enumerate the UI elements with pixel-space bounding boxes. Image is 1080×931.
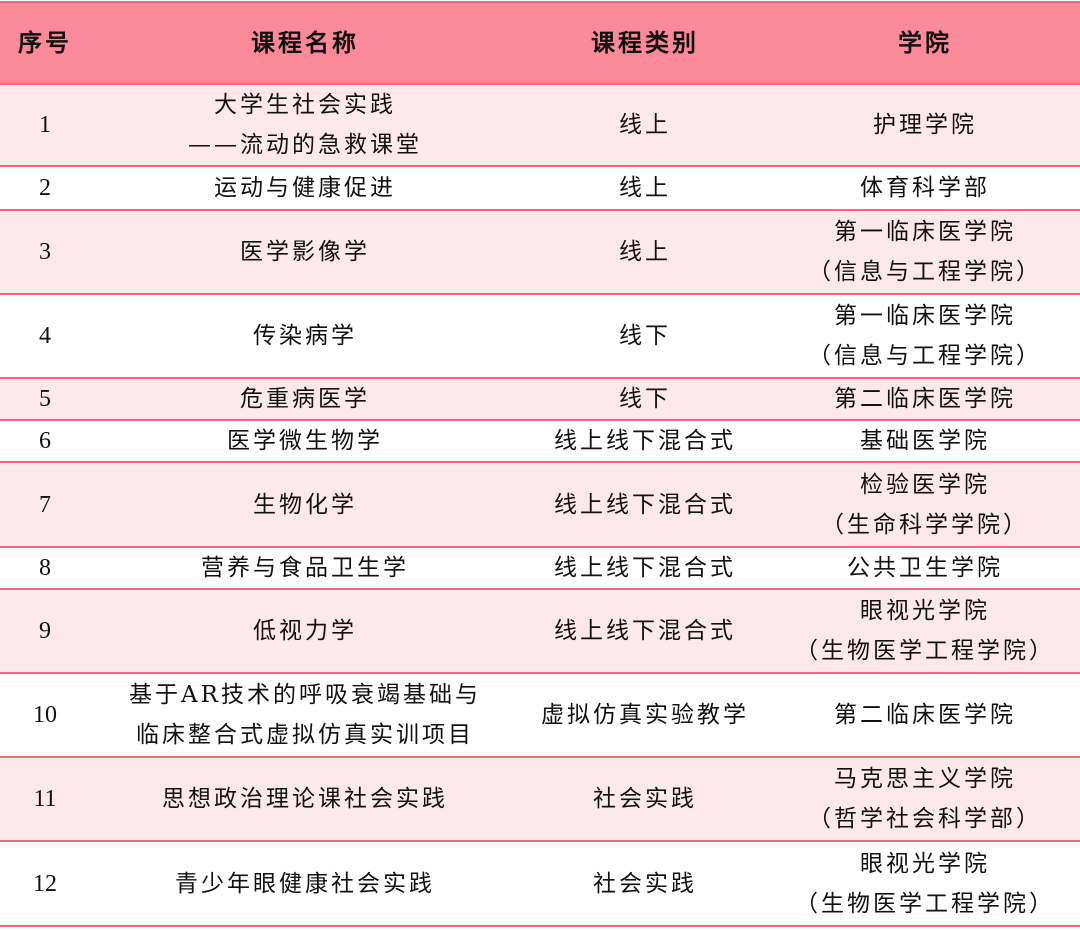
- header-course-type: 课程类别: [520, 1, 770, 85]
- name-line: 生物化学: [253, 491, 357, 518]
- table-row: 4 传染病学 线下 第一临床医学院 （信息与工程学院）: [0, 293, 1080, 379]
- table-row: 2 运动与健康促进 线上 体育科学部: [0, 165, 1080, 211]
- name-line: 思想政治理论课社会实践: [162, 786, 448, 812]
- course-type: 虚拟仿真实验教学: [520, 672, 770, 758]
- name-line: 传染病学: [253, 323, 357, 349]
- college: 公共卫生学院: [770, 546, 1080, 590]
- college-line: （哲学社会科学部）: [808, 806, 1042, 832]
- college-line: 眼视光学院: [860, 850, 990, 877]
- college: 眼视光学院 （生物医学工程学院）: [770, 840, 1080, 927]
- college-line: 第二临床医学院: [834, 702, 1016, 728]
- name-line: 临床整合式虚拟仿真实训项目: [136, 722, 474, 748]
- row-number: 8: [0, 546, 90, 590]
- name-line: 青少年眼健康社会实践: [175, 870, 435, 897]
- course-type: 线上线下混合式: [520, 588, 770, 674]
- row-number: 11: [0, 756, 90, 842]
- college: 体育科学部: [770, 165, 1080, 211]
- row-number: 2: [0, 165, 90, 211]
- college-line: 第一临床医学院: [834, 219, 1016, 245]
- table-row: 6 医学微生物学 线上线下混合式 基础医学院: [0, 419, 1080, 463]
- college: 马克思主义学院 （哲学社会科学部）: [770, 756, 1080, 842]
- header-college: 学院: [770, 1, 1080, 85]
- name-line: 运动与健康促进: [214, 175, 396, 201]
- name-line: 大学生社会实践: [214, 92, 396, 118]
- college-line: （信息与工程学院）: [808, 259, 1042, 285]
- table-row: 10 基于AR技术的呼吸衰竭基础与 临床整合式虚拟仿真实训项目 虚拟仿真实验教学 第二临…: [0, 672, 1080, 758]
- college: 第一临床医学院 （信息与工程学院）: [770, 293, 1080, 379]
- name-line: 基于AR技术的呼吸衰竭基础与: [129, 682, 481, 708]
- college-line: （生物医学工程学院）: [795, 638, 1055, 664]
- college: 检验医学院 （生命科学学院）: [770, 461, 1080, 548]
- name-line: ——流动的急救课堂: [188, 132, 422, 158]
- course-type: 社会实践: [520, 756, 770, 842]
- table-row: 3 医学影像学 线上 第一临床医学院 （信息与工程学院）: [0, 209, 1080, 295]
- table-row: 9 低视力学 线上线下混合式 眼视光学院 （生物医学工程学院）: [0, 588, 1080, 674]
- course-name: 低视力学: [90, 588, 520, 674]
- name-line: 医学微生物学: [227, 428, 383, 454]
- course-type: 线下: [520, 293, 770, 379]
- row-number: 5: [0, 377, 90, 421]
- college-line: 第二临床医学院: [834, 386, 1016, 412]
- course-name: 青少年眼健康社会实践: [90, 840, 520, 927]
- row-number: 10: [0, 672, 90, 758]
- course-type: 社会实践: [520, 840, 770, 927]
- course-name: 思想政治理论课社会实践: [90, 756, 520, 842]
- course-type: 线上: [520, 165, 770, 211]
- name-line: 危重病医学: [240, 386, 370, 412]
- name-line: 低视力学: [253, 618, 357, 644]
- name-line: 医学影像学: [240, 239, 370, 265]
- row-number: 4: [0, 293, 90, 379]
- course-name: 医学微生物学: [90, 419, 520, 463]
- college-line: 眼视光学院: [860, 598, 990, 624]
- row-number: 3: [0, 209, 90, 295]
- table-row: 8 营养与食品卫生学 线上线下混合式 公共卫生学院: [0, 546, 1080, 590]
- college-line: （生命科学学院）: [821, 511, 1029, 538]
- course-name: 传染病学: [90, 293, 520, 379]
- college: 眼视光学院 （生物医学工程学院）: [770, 588, 1080, 674]
- college-line: 护理学院: [873, 112, 977, 138]
- college-line: 检验医学院: [860, 471, 990, 498]
- row-number: 6: [0, 419, 90, 463]
- course-name: 大学生社会实践 ——流动的急救课堂: [90, 83, 520, 167]
- table-row: 11 思想政治理论课社会实践 社会实践 马克思主义学院 （哲学社会科学部）: [0, 756, 1080, 842]
- course-name: 营养与食品卫生学: [90, 546, 520, 590]
- row-number: 7: [0, 461, 90, 548]
- name-line: 营养与食品卫生学: [201, 555, 409, 581]
- table-row: 12 青少年眼健康社会实践 社会实践 眼视光学院 （生物医学工程学院）: [0, 840, 1080, 927]
- course-name: 生物化学: [90, 461, 520, 548]
- college: 第二临床医学院: [770, 672, 1080, 758]
- course-type: 线上线下混合式: [520, 546, 770, 590]
- college-line: 第一临床医学院: [834, 303, 1016, 329]
- row-number: 12: [0, 840, 90, 927]
- course-name: 基于AR技术的呼吸衰竭基础与 临床整合式虚拟仿真实训项目: [90, 672, 520, 758]
- header-course-name: 课程名称: [90, 1, 520, 85]
- college: 第一临床医学院 （信息与工程学院）: [770, 209, 1080, 295]
- college-line: （生物医学工程学院）: [795, 890, 1055, 917]
- college-line: 基础医学院: [860, 428, 990, 454]
- college: 护理学院: [770, 83, 1080, 167]
- course-name: 运动与健康促进: [90, 165, 520, 211]
- row-number: 1: [0, 83, 90, 167]
- table-row: 5 危重病医学 线下 第二临床医学院: [0, 377, 1080, 421]
- row-number: 9: [0, 588, 90, 674]
- college-line: 体育科学部: [860, 175, 990, 201]
- college: 第二临床医学院: [770, 377, 1080, 421]
- course-name: 医学影像学: [90, 209, 520, 295]
- college-line: 马克思主义学院: [834, 766, 1016, 792]
- college-line: （信息与工程学院）: [808, 343, 1042, 369]
- table-row: 7 生物化学 线上线下混合式 检验医学院 （生命科学学院）: [0, 461, 1080, 548]
- header-row: 序号 课程名称 课程类别 学院: [0, 1, 1080, 85]
- course-type: 线上线下混合式: [520, 461, 770, 548]
- college-line: 公共卫生学院: [847, 555, 1003, 581]
- header-no: 序号: [0, 1, 90, 85]
- college: 基础医学院: [770, 419, 1080, 463]
- course-type: 线上: [520, 83, 770, 167]
- course-name: 危重病医学: [90, 377, 520, 421]
- course-type: 线上线下混合式: [520, 419, 770, 463]
- course-type: 线上: [520, 209, 770, 295]
- table-row: 1 大学生社会实践 ——流动的急救课堂 线上 护理学院: [0, 83, 1080, 167]
- course-type: 线下: [520, 377, 770, 421]
